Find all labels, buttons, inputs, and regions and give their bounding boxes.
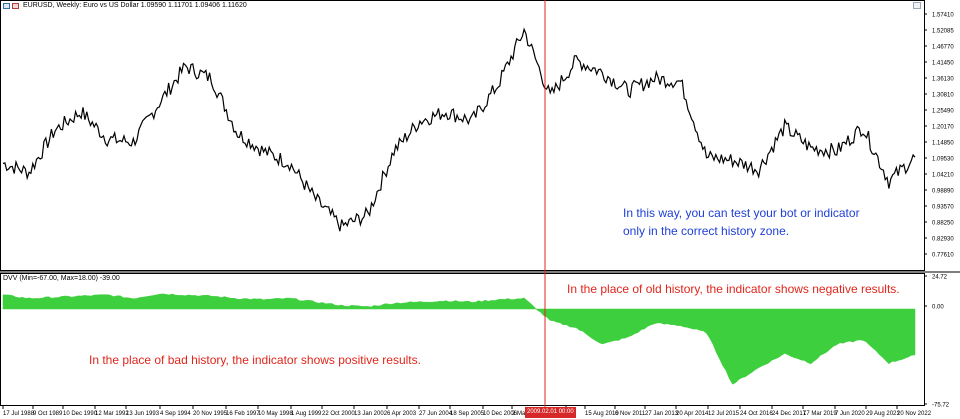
x-tick-label: 7 Jun 2020 — [835, 411, 865, 417]
x-tick-label: 13 Jan 2002 — [354, 411, 388, 417]
indicator-y-tick-label: -75.72 — [932, 403, 950, 409]
chart-menu-icon[interactable] — [913, 2, 921, 9]
indicator-title: DVV (Min=-67.00, Max=18.00) -39.00 — [3, 275, 120, 282]
x-tick-label: 17 Jul 1988 — [3, 411, 35, 417]
x-tick-label: 27 Jun 2004 — [419, 411, 453, 417]
price-y-tick-label: 0.93570 — [932, 205, 954, 211]
price-y-tick-label: 1.52085 — [932, 29, 954, 35]
price-y-tick-label: 1.30810 — [932, 93, 954, 99]
main-plot-frame — [0, 0, 925, 271]
price-y-tick-label: 1.41450 — [932, 61, 954, 67]
price-y-tick-label: 1.20170 — [932, 125, 954, 131]
symbol-flag-icon — [12, 3, 19, 9]
price-series-layer — [2, 27, 916, 232]
x-tick-label: 10 May 1998 — [258, 411, 293, 417]
x-tick-label: 22 Oct 2000 — [322, 411, 355, 417]
annotation-correct-zone-line2: only in the correct history zone. — [623, 224, 790, 238]
annotation-correct-zone-line1: In this way, you can test your bot or in… — [623, 206, 860, 220]
price-y-tick-label: 1.36130 — [932, 77, 954, 83]
x-tick-label: 12 Mar 1992 — [95, 411, 129, 417]
indicator-series-layer — [2, 293, 916, 385]
separator-date-label: 2009.02.01 00:00 — [525, 407, 576, 418]
price-y-tick-label: 1.04210 — [932, 173, 954, 179]
x-tick-label: 4 Sep 1994 — [160, 411, 191, 417]
x-tick-label: 12 Jul 2015 — [708, 411, 740, 417]
indicator-y-tick-label: 0.00 — [932, 305, 944, 311]
x-tick-label: 18 Sep 2005 — [450, 411, 485, 417]
price-y-tick-label: 1.57410 — [932, 13, 954, 19]
indicator-area — [2, 293, 916, 385]
price-y-tick-label: 0.98890 — [932, 189, 954, 195]
price-y-tick-label: 1.14850 — [932, 141, 954, 147]
x-tick-label: 15 Aug 2010 — [585, 411, 619, 417]
x-tick-label: 20 Apr 2014 — [676, 411, 709, 417]
x-tick-label: 24 Dec 2017 — [772, 411, 807, 417]
x-tick-label: 27 Jan 2013 — [645, 411, 679, 417]
x-tick-label: 1 Aug 1999 — [291, 411, 322, 417]
chart-window-icon[interactable] — [3, 3, 10, 9]
price-y-tick-label: 1.09530 — [932, 157, 954, 163]
x-tick-label: 6 Nov 2011 — [615, 411, 646, 417]
y-axis-ticks: 1.57410 1.52085 1.46770 1.41450 1.36130 1.308… — [924, 13, 954, 409]
x-tick-label: 10 Dec 2006 — [483, 411, 518, 417]
price-y-tick-label: 1.46770 — [932, 45, 954, 51]
x-tick-label: 29 Aug 2021 — [866, 411, 900, 417]
price-y-tick-label: 0.88250 — [932, 221, 954, 227]
indicator-plot-frame — [0, 273, 925, 406]
price-y-tick-label: 1.25490 — [932, 109, 954, 115]
price-line — [2, 27, 916, 232]
x-tick-label: 9 Oct 1989 — [33, 411, 63, 417]
x-tick-label: 20 Nov 2022 — [897, 411, 932, 417]
indicator-y-tick-label: 24.72 — [932, 275, 948, 281]
x-tick-label: 10 Dec 1990 — [63, 411, 98, 417]
x-tick-label: 17 Mar 2019 — [803, 411, 837, 417]
symbol-title: EURUSD, Weekly: Euro vs US Dollar 1.0959… — [23, 2, 247, 9]
annotation-negative-results: In the place of old history, the indicat… — [567, 282, 900, 296]
annotation-positive-results: In the place of bad history, the indicat… — [89, 353, 421, 367]
price-y-tick-label: 0.77610 — [932, 253, 954, 259]
x-tick-label: 6 Apr 2003 — [387, 411, 417, 417]
x-tick-label: 24 Oct 2016 — [740, 411, 773, 417]
x-tick-label: 16 Feb 1997 — [226, 411, 260, 417]
x-tick-label: 13 Jun 1993 — [126, 411, 160, 417]
price-y-tick-label: 0.82930 — [932, 237, 954, 243]
x-tick-label: 20 Nov 1995 — [193, 411, 228, 417]
annotation-correct-zone: In this way, you can test your bot or in… — [623, 204, 860, 240]
